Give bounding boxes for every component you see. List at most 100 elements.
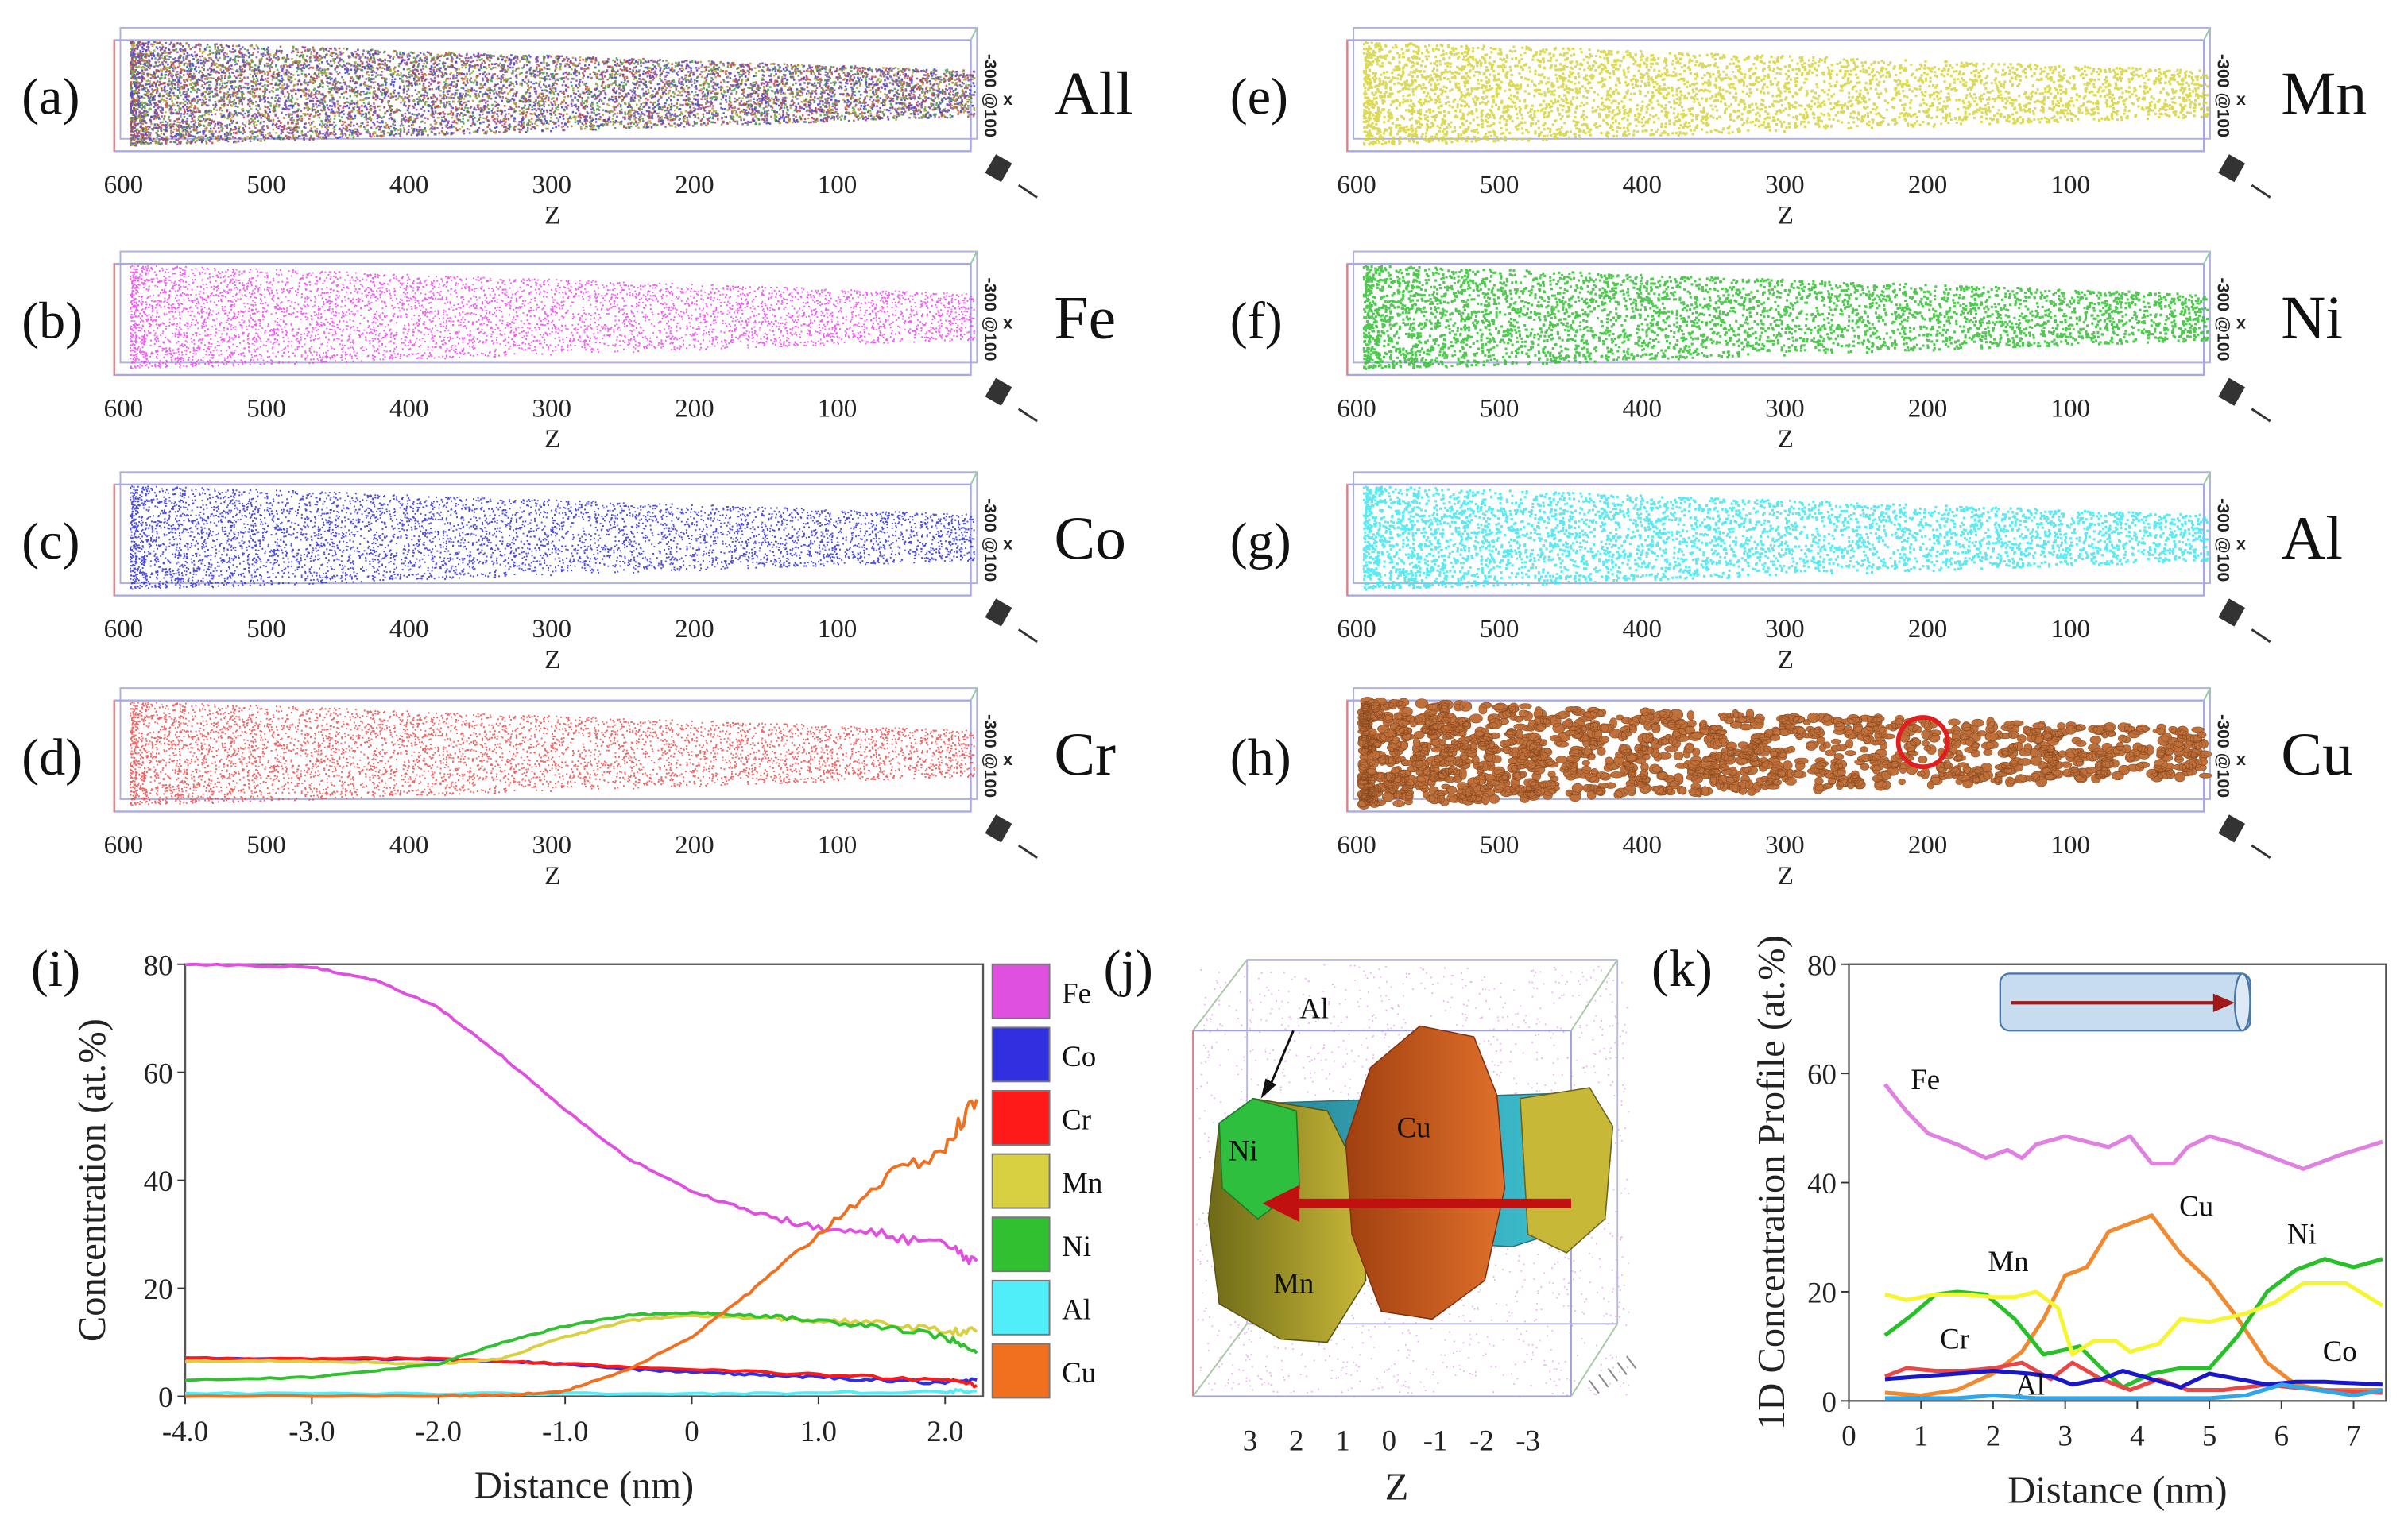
z-tick-label: 500	[1480, 394, 1520, 423]
axis-triad-line	[1017, 628, 1038, 644]
panel-label: (b)	[21, 292, 83, 350]
series-line-al	[184, 1388, 978, 1397]
series-line-ni	[184, 1311, 978, 1382]
box-edge	[1192, 959, 1248, 1031]
legend-swatch-co	[991, 1026, 1051, 1083]
x-tick-label: 0	[684, 1415, 699, 1448]
direction-arrow-head	[2212, 993, 2236, 1012]
chart-i-concentration-profile: -4.0 -3.0 -2.0 -1.0 0 1.0 2.0 0 20 40 60 80 Distance…	[31, 940, 1102, 1507]
iso-label-mn: Mn	[1273, 1266, 1314, 1299]
panel-label: (i)	[31, 940, 80, 998]
z-tick-label: 600	[1337, 615, 1376, 644]
axis-triad-icon	[2218, 814, 2246, 843]
z-tick-label: 300	[1765, 394, 1805, 423]
y-tick-label: 40	[1807, 1167, 1837, 1200]
side-axis-label: -300 @100	[981, 277, 1000, 361]
axis-triad-icon	[985, 814, 1012, 843]
series-line-co	[1884, 1368, 2383, 1390]
z-tick-label: 200	[1908, 831, 1948, 860]
series-annotation-fe: Fe	[1911, 1063, 1940, 1096]
axis-hatch	[1598, 1374, 1609, 1388]
x-tick-label: 1	[1914, 1420, 1928, 1452]
z-tick-label: 500	[246, 394, 286, 423]
z-axis-label: Z	[1778, 646, 1794, 675]
cu-precipitate-atoms	[1357, 697, 2212, 810]
atom-points	[130, 41, 976, 146]
z-axis-label: Z	[1778, 202, 1794, 230]
axis-triad-line	[2251, 845, 2271, 859]
z-tick-label: 100	[818, 831, 858, 860]
atom-points	[130, 265, 975, 369]
axis-hatch	[1589, 1380, 1600, 1394]
x-tick-label: 4	[2130, 1420, 2144, 1452]
z-tick-label: -3	[1516, 1424, 1540, 1456]
box-edge	[970, 251, 978, 265]
legend-swatch-al	[991, 1279, 1051, 1336]
panel-label: (f)	[1230, 292, 1283, 350]
axis-triad-line	[1017, 184, 1038, 199]
z-tick-label: 400	[1623, 615, 1662, 644]
y-axis-title: Concentration (at.%)	[71, 1019, 114, 1342]
bounding-box-back	[119, 250, 978, 364]
x-tick-label: -2.0	[416, 1415, 462, 1448]
z-tick-label: 300	[1765, 171, 1805, 199]
z-tick-label: 0	[1382, 1424, 1396, 1456]
atom-points	[1362, 41, 2209, 146]
z-tick-label: 500	[1480, 831, 1520, 860]
element-label: Mn	[2281, 60, 2367, 128]
atom-map-fe: -300 @100 x 600 500 400 300 200 100 Z (b) Fe	[21, 250, 1116, 454]
side-axis-x-label: x	[2236, 90, 2246, 109]
box-edge	[1192, 1323, 1248, 1397]
bounding-box-back	[1353, 471, 2211, 585]
z-tick-label: 1	[1335, 1424, 1349, 1456]
legend-label: Ni	[1062, 1230, 1091, 1262]
series-line-cu	[1884, 1213, 2383, 1398]
z-tick-label: 600	[1337, 171, 1376, 199]
z-tick-label: 200	[675, 615, 714, 644]
z-tick-label: 600	[1337, 831, 1376, 860]
side-axis-x-label: x	[2236, 314, 2246, 333]
iso-label-cu: Cu	[1397, 1111, 1431, 1143]
z-tick-label: -2	[1469, 1424, 1494, 1456]
side-axis-label: -300 @100	[2214, 714, 2233, 798]
box-edge	[970, 27, 978, 41]
atom-points	[1362, 485, 2209, 591]
z-tick-label: 3	[1243, 1424, 1257, 1456]
x-tick-label: 1.0	[800, 1415, 837, 1448]
y-tick-label: 80	[1807, 949, 1837, 981]
atom-points	[130, 40, 976, 145]
side-axis-x-label: x	[1003, 314, 1012, 333]
panel-label: (d)	[21, 729, 83, 787]
element-label: Co	[1054, 504, 1126, 572]
axis-hatch	[1607, 1367, 1618, 1382]
z-axis-label: Z	[544, 202, 560, 230]
al-pointer-line	[1267, 1030, 1295, 1090]
z-tick-label: 500	[246, 831, 286, 860]
series-line-al	[1884, 1382, 2383, 1401]
legend-swatch-cr	[991, 1090, 1051, 1146]
element-label: Al	[2281, 504, 2343, 572]
z-tick-label: 100	[2050, 831, 2090, 860]
z-tick-label: 200	[1908, 615, 1948, 644]
cu-iso-surface	[1345, 1025, 1506, 1320]
z-tick-label: 600	[104, 615, 144, 644]
box-edge	[970, 687, 978, 702]
axis-triad-line	[2251, 184, 2271, 199]
series-line-cr	[185, 1356, 978, 1389]
legend-swatch-cu	[991, 1343, 1051, 1399]
legend-label: Mn	[1062, 1166, 1102, 1199]
x-tick-label: -4.0	[162, 1415, 208, 1448]
x-tick-label: 7	[2346, 1420, 2360, 1452]
side-axis-label: -300 @100	[2214, 498, 2233, 582]
z-tick-label: 300	[532, 831, 572, 860]
y-tick-label: 40	[144, 1165, 173, 1197]
series-annotation-mn: Mn	[1988, 1245, 2028, 1278]
series-annotation-al: Al	[2015, 1369, 2045, 1401]
z-tick-label: 400	[389, 171, 429, 199]
axis-triad-line	[1017, 845, 1038, 859]
x-tick-label: -3.0	[288, 1415, 335, 1448]
panel-label: (j)	[1104, 940, 1153, 998]
element-label: All	[1054, 60, 1132, 128]
